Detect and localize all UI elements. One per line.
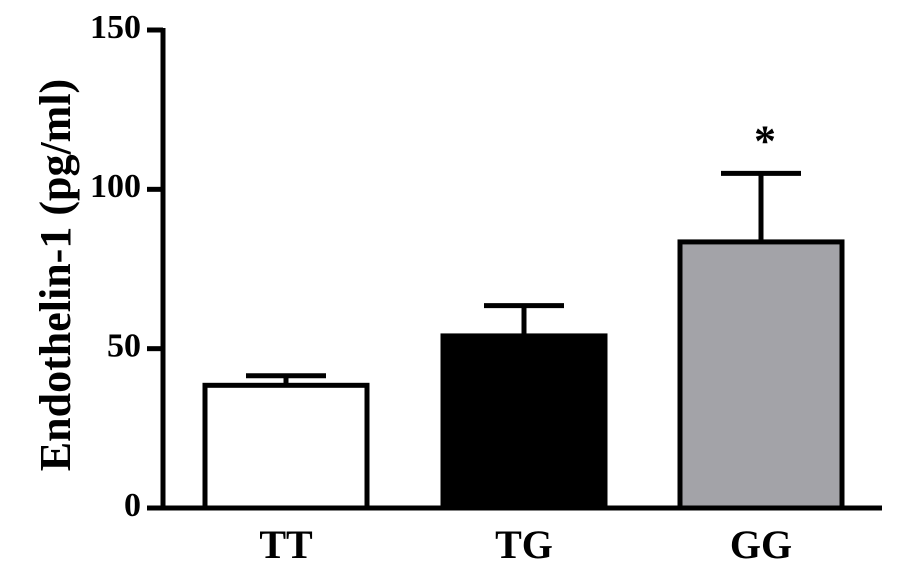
- y-axis-title: Endothelin-1 (pg/ml): [31, 79, 80, 471]
- bars: [202, 239, 845, 511]
- x-tick-label: TT: [259, 522, 313, 567]
- x-tick-labels: TT TG GG: [259, 522, 792, 567]
- bar-tt: [202, 382, 370, 511]
- x-tick-label: GG: [730, 522, 792, 567]
- x-tick-label: TG: [495, 522, 553, 567]
- annotations: *: [754, 116, 776, 165]
- bar-tg: [440, 333, 608, 511]
- y-tick-label: 150: [90, 9, 141, 46]
- y-tick-label: 0: [124, 487, 141, 524]
- y-tick-labels: 0 50 100 150: [90, 9, 141, 524]
- significance-asterisk: *: [754, 116, 776, 165]
- error-bars: [246, 170, 801, 386]
- y-tick-label: 50: [107, 327, 141, 364]
- bar-gg: [677, 239, 845, 511]
- y-tick-label: 100: [90, 168, 141, 205]
- y-axis-title-group: Endothelin-1 (pg/ml): [31, 79, 80, 471]
